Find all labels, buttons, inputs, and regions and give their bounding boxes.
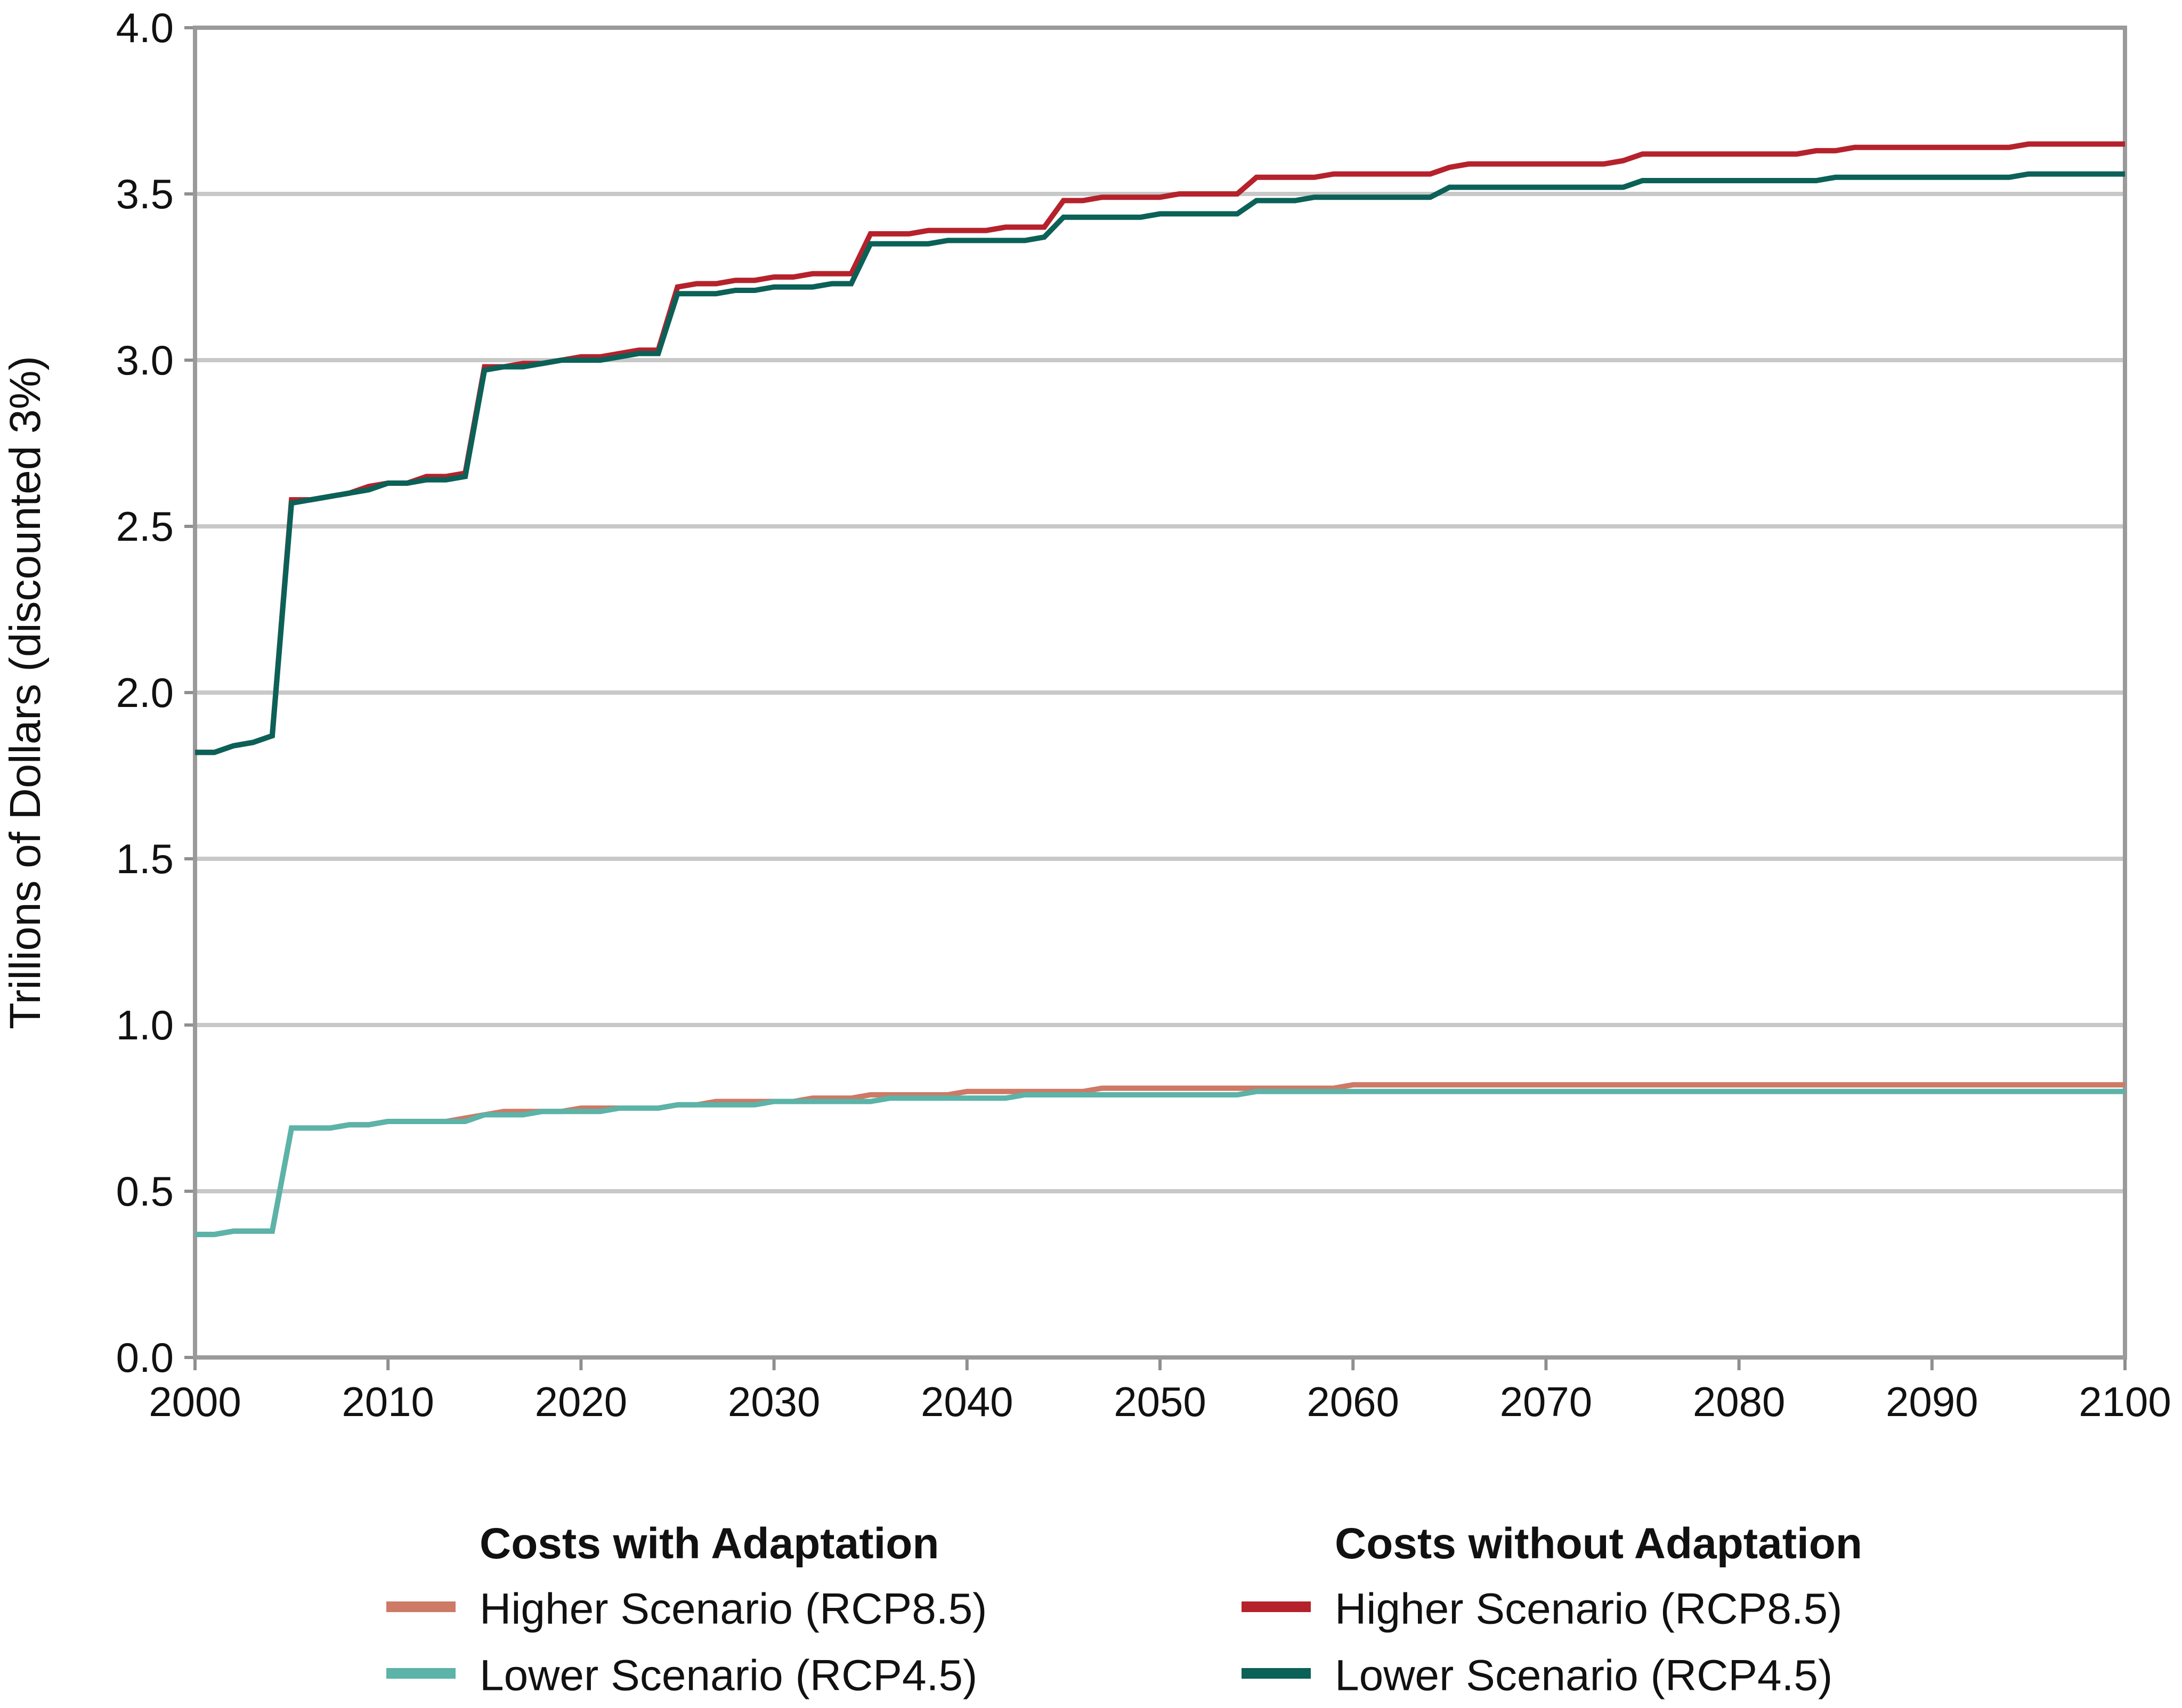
x-tick-label: 2100: [2079, 1378, 2171, 1425]
y-tick-label: 3.0: [116, 337, 174, 384]
axes: 0.0 0.5 1.0 1.5 2.0 2.5 3.0 3.5 4.0 2000 2010 2020 2…: [1, 4, 2171, 1425]
x-tick-label: 2000: [149, 1378, 241, 1425]
y-tick-label: 4.0: [116, 4, 174, 51]
legend-label: Lower Scenario (RCP4.5): [480, 1652, 977, 1700]
series-line-1: [195, 1082, 2125, 1238]
y-tick-label: 2.5: [116, 503, 174, 550]
y-tick-label: 2.0: [116, 669, 174, 716]
plot-frame: [193, 26, 2127, 1360]
legend-label: Higher Scenario (RCP8.5): [480, 1585, 987, 1633]
x-tick-label: 2070: [1500, 1378, 1593, 1425]
legend-group-title: Costs without Adaptation: [1335, 1519, 1862, 1568]
series-lines: [195, 141, 2125, 1238]
x-tick-label: 2040: [921, 1378, 1013, 1425]
x-tick-label: 2090: [1886, 1378, 1978, 1425]
legend-label: Higher Scenario (RCP8.5): [1335, 1585, 1843, 1633]
y-tick-label: 0.0: [116, 1334, 174, 1381]
x-tick-label: 2080: [1693, 1378, 1786, 1425]
gridlines: [195, 192, 2125, 1193]
y-tick-label: 1.5: [116, 835, 174, 882]
x-tick-label: 2050: [1114, 1378, 1206, 1425]
x-tick-label: 2020: [535, 1378, 628, 1425]
legend-group-title: Costs with Adaptation: [480, 1519, 939, 1568]
series-line-3: [195, 141, 2125, 755]
x-tick-label: 2030: [728, 1378, 821, 1425]
series-line-2: [195, 1088, 2125, 1238]
y-tick-label: 1.0: [116, 1002, 174, 1048]
y-tick-label: 0.5: [116, 1168, 174, 1215]
legend-label: Lower Scenario (RCP4.5): [1335, 1652, 1832, 1700]
y-tick-label: 3.5: [116, 170, 174, 217]
x-tick-label: 2060: [1307, 1378, 1399, 1425]
legend: Costs with Adaptation Higher Scenario (RC…: [386, 1519, 1862, 1700]
y-axis-label: Trillions of Dollars (discounted 3%): [1, 356, 50, 1029]
x-tick-label: 2010: [342, 1378, 434, 1425]
series-line-4: [195, 171, 2125, 755]
